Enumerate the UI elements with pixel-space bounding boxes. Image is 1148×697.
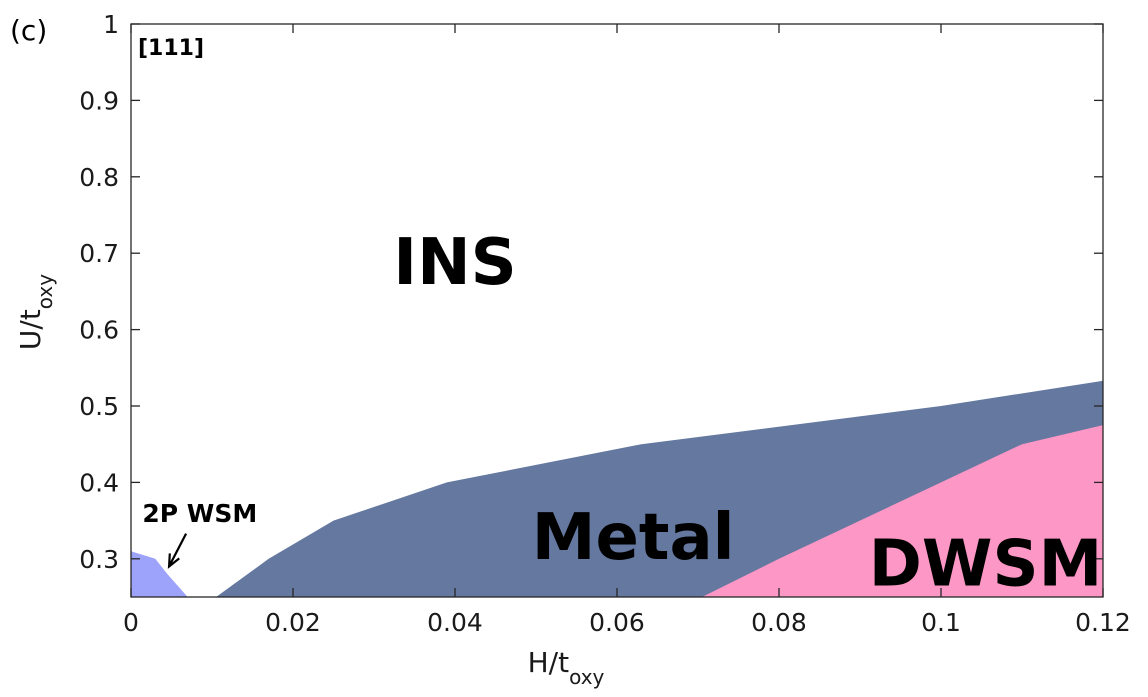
x-axis-title-main: H/t <box>528 646 569 679</box>
y-tick-label: 0.8 <box>79 163 119 192</box>
x-tick-label: 0.12 <box>1075 608 1131 637</box>
y-tick-label: 1 <box>103 10 119 39</box>
x-tick-label: 0 <box>123 608 139 637</box>
y-tick-label: 0.7 <box>79 239 119 268</box>
y-axis-title: U/toxy <box>14 274 57 350</box>
x-tick-label: 0.02 <box>265 608 321 637</box>
x-tick-label: 0.06 <box>589 608 645 637</box>
x-tick-label: 0.08 <box>751 608 807 637</box>
y-tick-label: 0.6 <box>79 316 119 345</box>
panel-label: (c) <box>10 14 47 47</box>
y-axis-title-main: U/t <box>14 309 47 350</box>
y-axis-title-sub: oxy <box>33 274 57 309</box>
region-dwsm <box>702 425 1103 597</box>
x-tick-label: 0.04 <box>427 608 483 637</box>
region-label-metal: Metal <box>532 501 735 575</box>
x-tick-label: 0.1 <box>921 608 961 637</box>
annotation-arrow-shaft <box>168 533 188 567</box>
annotation-2p-wsm: 2P WSM <box>142 499 257 528</box>
y-tick-label: 0.3 <box>79 545 119 574</box>
x-axis-title: H/toxy <box>528 646 605 689</box>
x-axis-title-sub: oxy <box>569 665 604 689</box>
annotation-arrow-head <box>167 553 180 569</box>
region-label-ins: INS <box>393 226 516 300</box>
region-2p-wsm <box>131 551 188 597</box>
y-tick-label: 0.5 <box>79 392 119 421</box>
region-label-dwsm: DWSM <box>869 528 1103 602</box>
y-tick-label: 0.4 <box>79 468 119 497</box>
inset-label: [111] <box>138 36 204 61</box>
y-tick-label: 0.9 <box>79 86 119 115</box>
